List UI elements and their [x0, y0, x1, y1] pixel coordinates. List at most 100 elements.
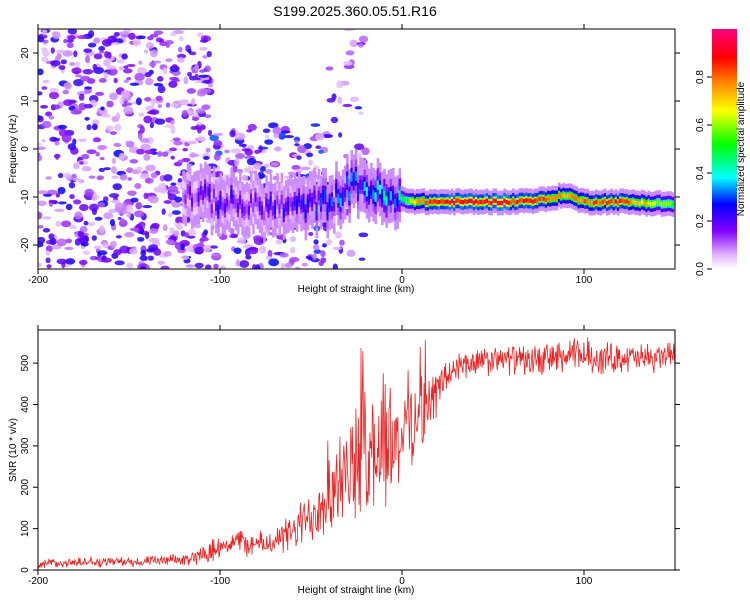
spectrogram-noise-cell [163, 250, 172, 257]
spectrogram-noise-cell [313, 239, 319, 245]
spectrogram-noise-cell [40, 104, 49, 109]
spectrogram-ridge-cell [381, 193, 384, 203]
x-tick-label: -200 [28, 275, 48, 286]
spectrogram-noise-cell [112, 183, 122, 191]
spectrogram-noise-cell [102, 242, 109, 249]
spectrogram-ridge-cell [658, 200, 662, 205]
spectrogram-noise-cell [56, 238, 67, 247]
spectrogram-noise-cell [103, 59, 111, 67]
spectrogram-noise-cell [137, 80, 144, 85]
spectrogram-noise-cell [106, 65, 117, 70]
spectrogram-noise-cell [315, 145, 322, 150]
spectrogram-noise-cell [349, 39, 359, 48]
spectrogram-ridge-cell [483, 199, 487, 204]
spectrogram-noise-cell [164, 124, 175, 128]
spectrogram-noise-cell [84, 116, 90, 121]
spectrogram-noise-cell [73, 199, 82, 205]
spectrogram-noise-cell [262, 128, 271, 133]
spectrogram-ridge-cell [608, 200, 611, 205]
spectrogram-ridge-cell [383, 190, 386, 201]
spectrogram-ridge-cell [599, 200, 603, 206]
spectrogram-noise-cell [84, 86, 93, 90]
spectrogram-noise-cell [284, 262, 293, 268]
spectrogram-noise-cell [145, 77, 154, 86]
spectrogram-noise-cell [122, 68, 133, 74]
spectrogram-noise-cell [258, 145, 263, 153]
spectrogram-noise-cell [206, 50, 212, 58]
spectrogram-ridge-cell [263, 211, 266, 221]
spectrogram-noise-cell [157, 151, 163, 157]
x-tick-label: 0 [399, 275, 405, 286]
spectrogram-noise-cell [86, 149, 97, 155]
spectrogram-ridge-cell [435, 199, 439, 205]
spectrogram-noise-cell [52, 137, 61, 142]
spectrogram-ridge-cell [354, 171, 358, 181]
spectrogram-ridge-cell [363, 181, 367, 192]
spectrogram-noise-cell [41, 86, 48, 90]
spectrogram-ridge-cell [230, 189, 233, 199]
spectrogram-noise-cell [194, 63, 200, 72]
spectrogram-noise-cell [144, 71, 152, 78]
spectrogram-noise-cell [247, 123, 257, 131]
spectrogram-ridge-cell [533, 198, 537, 203]
spectrogram-ridge-cell [562, 193, 565, 198]
spectrogram-noise-cell [38, 142, 42, 146]
spectrogram-noise-cell [143, 153, 151, 161]
spectrogram-ridge-cell [566, 193, 570, 199]
spectrogram-noise-cell [190, 98, 196, 106]
spectrogram-noise-cell [322, 134, 334, 139]
spectrogram-ridge-cell [464, 199, 467, 204]
spectrogram-noise-cell [92, 63, 98, 71]
spectrogram-ridge-cell [274, 204, 277, 215]
spectrogram-ridge-cell [568, 193, 572, 198]
spectrogram-noise-cell [207, 129, 213, 137]
spectrogram-ridge-cell [206, 186, 209, 197]
spectrogram-ridge-cell [466, 199, 469, 204]
spectrogram-noise-cell [75, 74, 83, 78]
spectrogram-noise-cell [106, 100, 114, 108]
spectrogram-noise-cell [75, 61, 80, 69]
spectrogram-noise-cell [57, 201, 67, 205]
spectrogram-noise-cell [41, 120, 52, 129]
spectrogram-ridge-cell [215, 201, 218, 212]
spectrogram-ridge-cell [232, 194, 236, 205]
spectrogram-noise-cell [38, 200, 47, 207]
spectrogram-noise-cell [88, 175, 96, 179]
spectrogram-ridge-cell [577, 198, 581, 203]
spectrogram-noise-cell [205, 147, 211, 153]
spectrogram-noise-cell [74, 211, 83, 220]
spectrogram-ridge-cell [616, 201, 620, 206]
spectrogram-noise-cell [237, 237, 247, 245]
spectrogram-noise-cell [88, 30, 95, 38]
spectrogram-noise-cell [114, 202, 124, 211]
spectrogram-noise-cell [186, 88, 197, 94]
spectrogram-ridge-cell [236, 203, 240, 213]
spectrogram-ridge-cell [542, 196, 546, 202]
spectrogram-noise-cell [209, 134, 220, 142]
spectrogram-ridge-cell [440, 199, 443, 204]
spectrogram-ridge-cell [461, 200, 465, 205]
spectrogram-noise-cell [125, 140, 131, 146]
spectrogram-noise-cell [62, 99, 74, 107]
spectrogram-noise-cell [194, 246, 204, 255]
spectrogram-noise-cell [65, 258, 76, 265]
spectrogram-noise-cell [165, 42, 170, 48]
spectrogram-noise-cell [229, 129, 236, 138]
spectrogram-ridge-cell [597, 200, 600, 205]
spectrogram-noise-cell [111, 157, 117, 164]
spectrogram-ridge-cell [656, 200, 659, 205]
spectrogram-ridge-cell [612, 200, 616, 205]
spectrogram-ridge-cell [573, 195, 576, 200]
spectrogram-noise-cell [60, 220, 72, 228]
spectrogram-noise-cell [294, 169, 304, 173]
spectrogram-noise-cell [157, 260, 165, 265]
spectrogram-noise-cell [42, 79, 50, 84]
spectrogram-ridge-cell [547, 196, 550, 201]
spectrogram-noise-cell [42, 39, 49, 44]
spectrogram-noise-cell [65, 203, 73, 211]
spectrogram-noise-cell [45, 60, 51, 65]
spectrogram-noise-cell [283, 175, 290, 180]
spectrogram-ridge-cell [492, 198, 496, 203]
spectrogram-noise-cell [153, 248, 162, 256]
